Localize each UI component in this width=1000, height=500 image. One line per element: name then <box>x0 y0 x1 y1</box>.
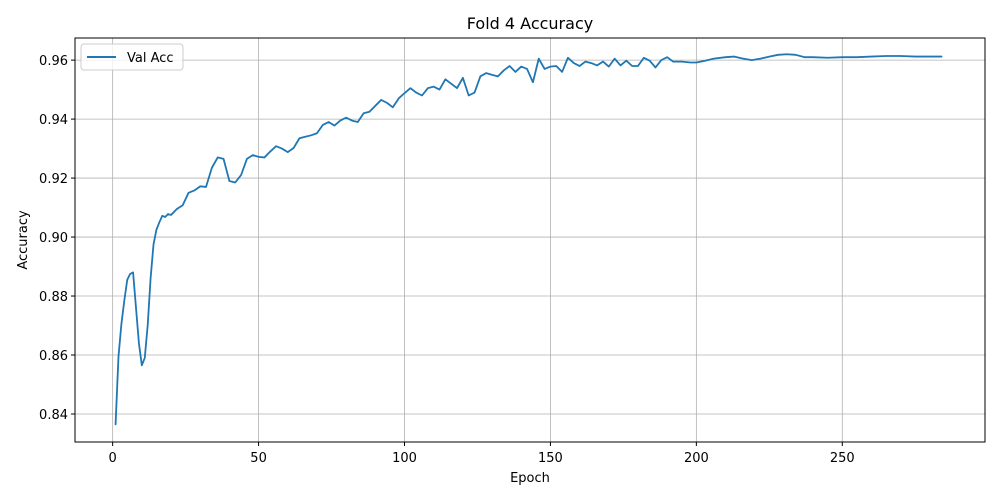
legend-box <box>80 43 184 71</box>
series-layer <box>114 53 943 426</box>
y-tick-label: 0.92 <box>39 172 68 187</box>
series-line-val-acc <box>114 53 943 426</box>
legend-label: Val Acc <box>127 51 174 66</box>
y-tick-label: 0.94 <box>39 113 68 128</box>
y-tick-label: 0.96 <box>39 54 68 69</box>
y-tick-label: 0.88 <box>39 290 68 305</box>
x-tick-label: 150 <box>538 451 563 466</box>
y-tick-label: 0.90 <box>39 231 68 246</box>
x-tick-label: 100 <box>392 451 417 466</box>
x-tick-label: 250 <box>830 451 855 466</box>
ticks: 0 50 100 150 200 250 0.84 0.86 0.88 0.90 0.92 0.94 0… <box>39 54 855 466</box>
grid <box>75 38 985 442</box>
x-tick-label: 50 <box>250 451 267 466</box>
y-tick-label: 0.84 <box>39 408 68 423</box>
y-tick-label: 0.86 <box>39 349 68 364</box>
chart-title: Fold 4 Accuracy <box>467 14 593 33</box>
y-axis-label: Accuracy <box>16 210 31 270</box>
legend: Val Acc <box>80 43 184 71</box>
plot-frame <box>74 37 986 443</box>
x-axis-label: Epoch <box>510 471 550 486</box>
x-tick-label: 0 <box>109 451 117 466</box>
x-tick-label: 200 <box>684 451 709 466</box>
